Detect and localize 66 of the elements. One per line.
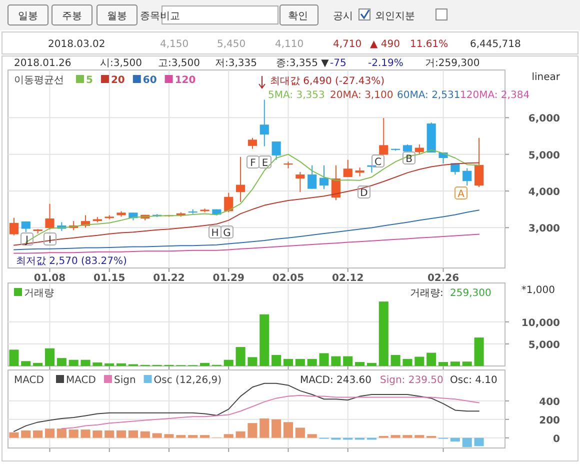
y-tick-label: 5,000 — [528, 150, 560, 162]
text: ▲ 490 — [370, 39, 400, 50]
y-tick-label: 5,000 — [528, 340, 560, 351]
annotation: Osc: 4.10 — [450, 375, 498, 386]
annotation: C — [374, 157, 382, 168]
legend-label: 20 — [110, 75, 125, 86]
text: 저:3,335 — [215, 58, 257, 69]
legend-label: Sign — [114, 375, 136, 386]
text: *1,000 — [521, 285, 555, 296]
annotation: I — [48, 235, 52, 246]
annotation: H — [211, 228, 219, 239]
text: -2.19% — [368, 58, 404, 69]
annotation: 거래량: — [410, 288, 444, 299]
picture-controls: 일봉 주봉 월봉 종목비교 확인 공시 외인지분 — [8, 4, 448, 26]
y-tick-label: 4,000 — [528, 187, 560, 198]
x-tick-label: 02.12 — [332, 273, 364, 284]
x-tick-label: 01.15 — [94, 273, 126, 284]
text: 2018.03.02 — [48, 39, 106, 50]
annotation: 259,300 — [450, 288, 492, 299]
annotation: B — [406, 154, 413, 165]
text: 4,710 — [333, 39, 362, 50]
annotation: E — [262, 158, 268, 169]
text: 4,110 — [275, 39, 304, 50]
annotation: F — [250, 158, 256, 169]
x-tick-label: 01.08 — [34, 273, 66, 284]
annotation: MACD: 243.60 — [300, 375, 372, 386]
annotation: A — [458, 189, 465, 200]
legend-label: Osc (12,26,9) — [154, 375, 222, 386]
legend-label: 5 — [86, 75, 93, 86]
annotation: 120MA: 2,384 — [460, 90, 530, 101]
legend-label: 거래량 — [24, 288, 54, 299]
y-tick-label: 3,000 — [528, 224, 560, 235]
text: 11.61% — [410, 39, 448, 50]
annotation: 5MA: 3,353 — [268, 90, 325, 101]
legend-label: 120 — [174, 75, 196, 86]
x-tick-label: 02.05 — [272, 273, 304, 284]
x-tick-label: 01.22 — [153, 273, 185, 284]
text: 2018.01.26 — [14, 58, 72, 69]
annotation: J — [24, 235, 28, 246]
text: 시:3,500 — [100, 58, 142, 69]
x-tick-label: 02.26 — [427, 273, 460, 284]
annotation: 60MA: 2,531 — [397, 90, 460, 101]
text: linear — [532, 72, 561, 83]
text: 종:3,355 ▼ — [276, 58, 330, 69]
text: 거:259,300 — [425, 58, 480, 69]
legend-label: 60 — [142, 75, 157, 86]
legend-label: MACD — [66, 375, 96, 386]
y-tick-label: 400 — [539, 396, 560, 408]
text: 5,450 — [217, 39, 246, 50]
annotation: G — [223, 228, 231, 239]
annotation: Sign: 239.50 — [380, 375, 444, 386]
text: 4,150 — [160, 39, 189, 50]
y-tick-label: 200 — [539, 415, 560, 426]
text: 6,445,718 — [470, 39, 521, 50]
x-tick-label: 01.29 — [212, 273, 244, 284]
y-tick-label: 10,000 — [521, 318, 560, 329]
annotation: 최저값 2,570 (83.27%) — [16, 256, 128, 267]
legend-title: MACD — [14, 375, 44, 386]
legend-title: 이동평균선 — [14, 75, 64, 86]
y-tick-label: 6,000 — [528, 114, 560, 125]
annotation: D — [360, 188, 368, 199]
y-tick-label: 0 — [553, 434, 560, 445]
annotation: 20MA: 3,100 — [330, 90, 394, 101]
text: 고:3,500 — [158, 58, 200, 69]
text: -75 — [330, 58, 346, 69]
annotation: 최대값 6,490 (-27.43%) — [270, 76, 385, 87]
